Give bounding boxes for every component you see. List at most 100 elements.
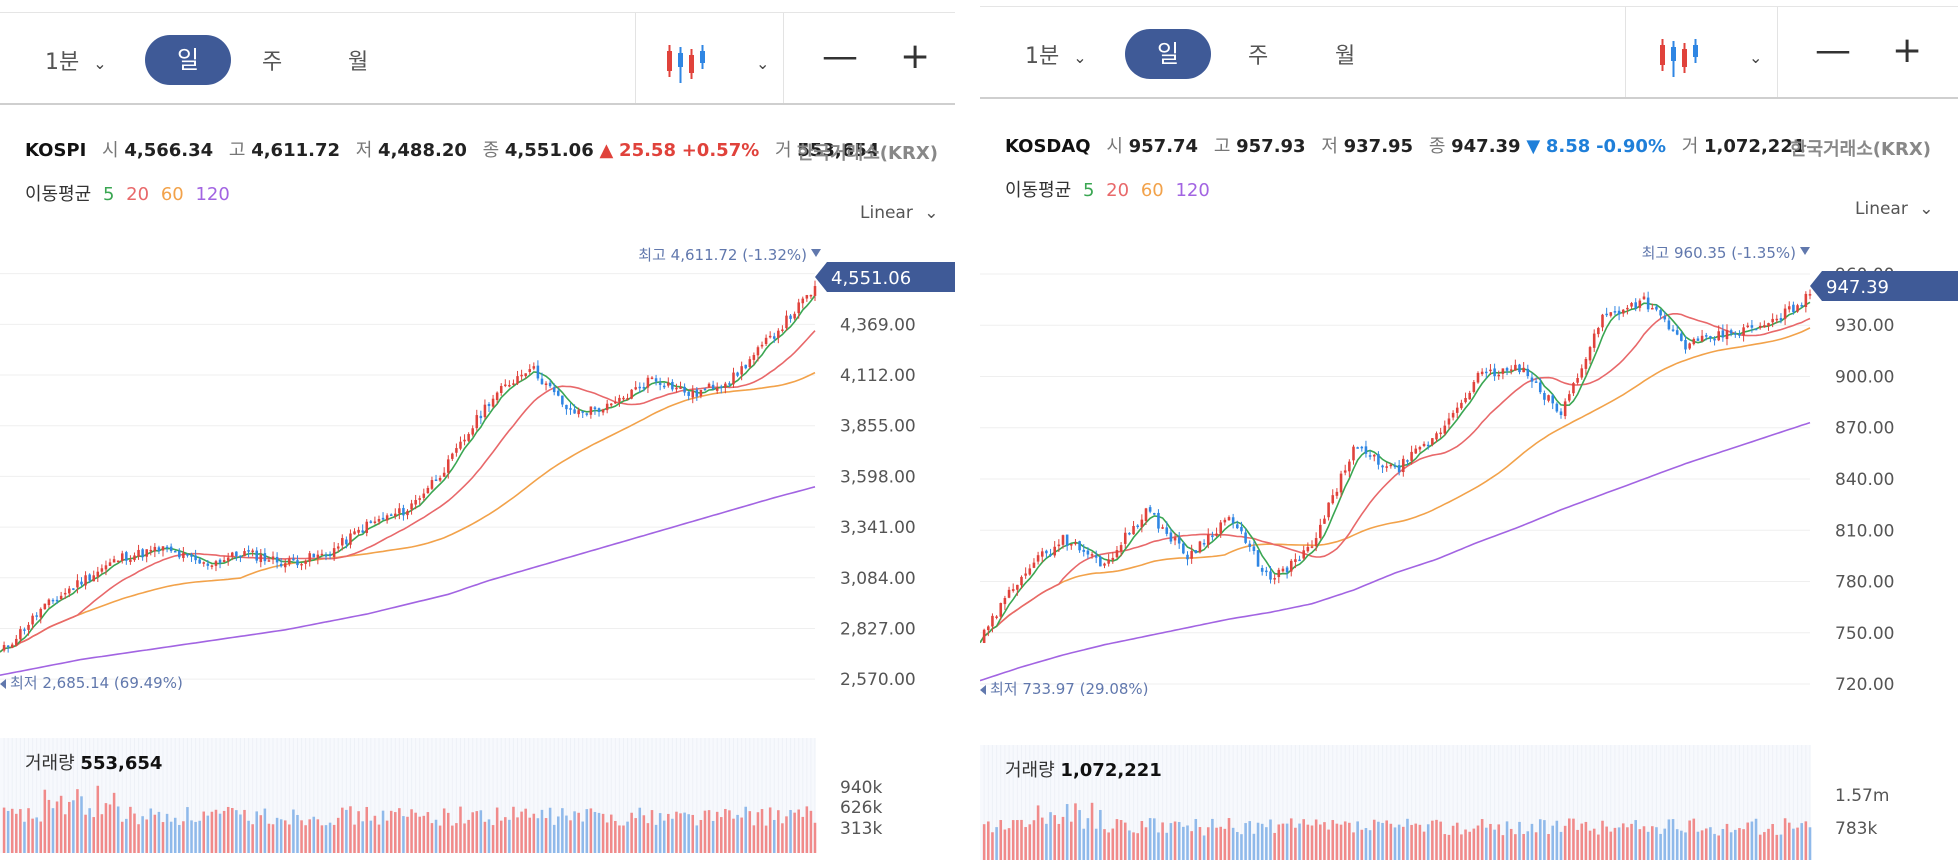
- volume-bar: [385, 820, 389, 853]
- candle-up: [1509, 369, 1513, 371]
- zoom-in-button[interactable]: +: [900, 36, 931, 77]
- volume-title-label: 거래량: [1005, 760, 1055, 781]
- candle-up: [1198, 541, 1202, 553]
- volume-bar: [1339, 824, 1343, 860]
- volume-bar: [1356, 821, 1359, 860]
- candle-up: [1111, 557, 1115, 561]
- candle-down: [642, 387, 646, 389]
- volume-bar: [259, 815, 263, 853]
- candle-down: [1194, 550, 1198, 554]
- candle-up: [129, 559, 132, 562]
- candle-up: [1074, 542, 1077, 545]
- tab-month[interactable]: 월: [348, 50, 369, 75]
- candle-up: [1036, 555, 1040, 562]
- candle-up: [508, 384, 511, 387]
- scale-select[interactable]: Linear ⌄: [860, 203, 939, 223]
- ma20-label: 20: [126, 184, 150, 205]
- candle-up: [1028, 568, 1032, 575]
- ohlc-info: KOSDAQ 시 957.74 고 957.93 저 937.95 종 947.…: [1005, 132, 1805, 158]
- volume-bar: [251, 824, 254, 853]
- exchange-label: 한국거래소(KRX): [797, 143, 938, 164]
- volume-bar: [1074, 803, 1077, 860]
- interval-select[interactable]: 1분 ⌄: [45, 43, 107, 83]
- candle-up: [27, 624, 30, 630]
- volume-bar: [756, 812, 760, 853]
- tab-week[interactable]: 주: [1248, 44, 1269, 69]
- chart-type-dropdown[interactable]: ⌄: [1735, 37, 1762, 77]
- candlestick-type-icon[interactable]: [1658, 33, 1702, 79]
- volume-bar: [740, 817, 743, 853]
- volume-bar: [695, 825, 699, 853]
- candle-up: [675, 387, 678, 390]
- ma20-line: [0, 330, 816, 653]
- volume-bar: [1617, 827, 1621, 860]
- volume-bar: [84, 814, 87, 853]
- candle-up: [394, 513, 397, 517]
- volume-bar: [1011, 820, 1015, 860]
- candle-up: [991, 615, 994, 627]
- candle-up: [231, 552, 234, 557]
- candle-up: [1007, 589, 1011, 598]
- volume-bar: [536, 818, 540, 853]
- volume-bar: [760, 809, 764, 853]
- high-marker-label: 최고 4,611.72 (-1.32%): [638, 246, 807, 264]
- candle-down: [687, 391, 690, 396]
- candle-up: [1476, 372, 1480, 383]
- candle-down: [1800, 304, 1803, 307]
- open-value: 4,566.34: [124, 140, 214, 161]
- candle-up: [1746, 325, 1750, 328]
- candle-down: [671, 381, 674, 390]
- volume-bar: [283, 820, 287, 853]
- tab-day[interactable]: 일: [1125, 29, 1211, 79]
- tab-day[interactable]: 일: [145, 35, 231, 85]
- candle-up: [646, 377, 650, 388]
- volume-bar: [1343, 821, 1347, 860]
- candle-up: [19, 629, 22, 640]
- candle-down: [1099, 556, 1102, 567]
- candlestick-type-icon[interactable]: [665, 39, 709, 85]
- candle-up: [463, 439, 466, 442]
- volume-bar: [1638, 829, 1642, 860]
- volume-label: 거: [1681, 136, 1699, 157]
- candle-up: [1621, 309, 1625, 314]
- volume-bar: [129, 806, 132, 853]
- low-marker-label: 최저 733.97 (29.08%): [990, 680, 1149, 698]
- candle-down: [1165, 527, 1169, 534]
- volume-bar: [10, 808, 14, 853]
- candle-up: [316, 554, 320, 559]
- tab-month[interactable]: 월: [1335, 44, 1356, 69]
- volume-bar: [76, 789, 79, 853]
- candle-up: [455, 448, 458, 453]
- volume-bar: [1771, 824, 1774, 860]
- volume-bar: [133, 813, 136, 853]
- candle-up: [414, 500, 417, 505]
- volume-bar: [720, 817, 723, 853]
- chart-type-dropdown[interactable]: ⌄: [742, 43, 769, 83]
- close-label: 종: [1428, 136, 1446, 157]
- candle-up: [1057, 544, 1061, 547]
- volume-bar: [687, 814, 690, 853]
- volume-bar: [1534, 832, 1538, 860]
- candle-up: [622, 397, 625, 400]
- zoom-out-button[interactable]: —: [822, 36, 858, 77]
- interval-select[interactable]: 1분 ⌄: [1025, 37, 1087, 77]
- ma-label: 이동평균: [25, 184, 92, 205]
- low-label: 저: [355, 140, 373, 161]
- candle-up: [39, 608, 43, 618]
- volume-bar: [622, 825, 625, 853]
- candle-up: [226, 557, 230, 561]
- volume-bar: [1082, 828, 1086, 860]
- zoom-out-button[interactable]: —: [1815, 30, 1851, 71]
- change-value: 8.58: [1545, 136, 1591, 157]
- change-percent: -0.90%: [1596, 136, 1666, 157]
- ma5-line: [0, 294, 816, 653]
- zoom-in-button[interactable]: +: [1892, 30, 1923, 71]
- y-tick-label: 2,827.00: [840, 619, 916, 639]
- candle-down: [194, 555, 197, 561]
- volume-bar: [1680, 830, 1683, 860]
- candle-up: [752, 354, 756, 360]
- tab-week[interactable]: 주: [262, 50, 283, 75]
- candle-up: [1439, 432, 1442, 435]
- scale-select[interactable]: Linear ⌄: [1855, 199, 1934, 219]
- candle-up: [1223, 519, 1227, 523]
